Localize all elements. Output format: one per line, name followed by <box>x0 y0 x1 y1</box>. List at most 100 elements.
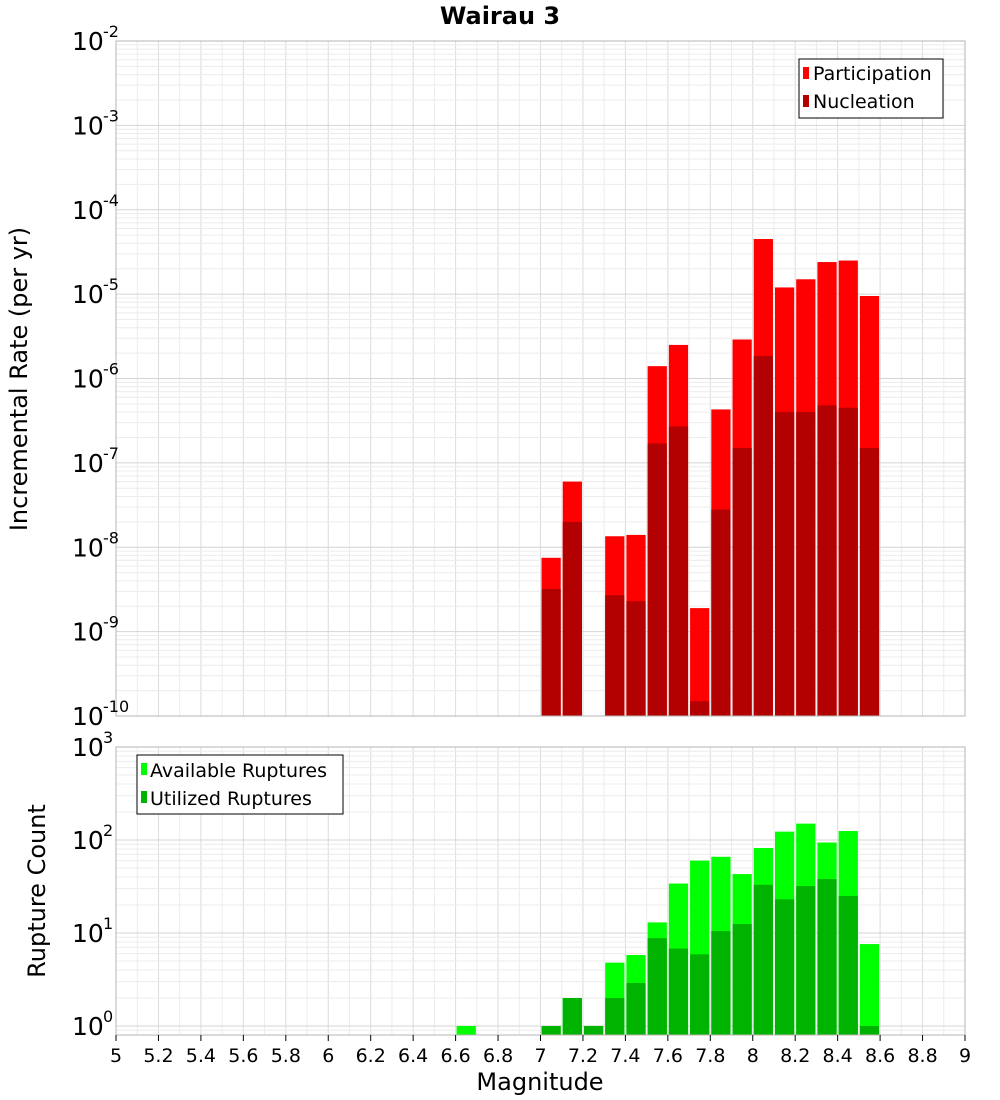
y-tick-exponent: 0 <box>103 1007 113 1026</box>
y-tick-exponent: -9 <box>103 613 119 632</box>
bar-nucleation <box>562 521 582 716</box>
x-tick-label: 7.6 <box>653 1045 683 1067</box>
x-tick-label: 5 <box>110 1045 122 1067</box>
legend-label-utilized: Utilized Ruptures <box>150 788 312 810</box>
y-tick-label: 10 <box>72 449 104 478</box>
bar-utilized-ruptures <box>796 886 816 1035</box>
x-tick-label: 7 <box>534 1045 546 1067</box>
legend-swatch-available <box>141 763 147 775</box>
x-tick-label: 7.8 <box>695 1045 725 1067</box>
bar-nucleation <box>859 448 880 716</box>
y-tick-label: 10 <box>72 1012 104 1041</box>
x-tick-label: 8 <box>747 1045 759 1067</box>
x-tick-label: 6 <box>322 1045 334 1067</box>
rupture-count-legend-box <box>136 754 344 815</box>
y-tick-exponent: 3 <box>103 728 113 747</box>
x-tick-label: 6.6 <box>440 1045 470 1067</box>
bar-utilized-ruptures <box>647 938 667 1035</box>
x-tick-label: 6.2 <box>356 1045 386 1067</box>
x-tick-label: 8.6 <box>865 1045 895 1067</box>
bar-utilized-ruptures <box>626 982 646 1035</box>
bar-utilized-ruptures <box>562 997 582 1035</box>
x-tick-label: 8.8 <box>907 1045 937 1067</box>
bar-utilized-ruptures <box>711 931 731 1035</box>
y-tick-label: 10 <box>72 733 104 762</box>
legend-swatch-nucleation <box>803 95 809 107</box>
bar-utilized-ruptures <box>541 1025 561 1035</box>
x-tick-label: 7.4 <box>610 1045 640 1067</box>
y-tick-exponent: -10 <box>103 697 129 716</box>
participation-plot-border <box>115 40 966 717</box>
bar-utilized-ruptures <box>859 1025 880 1035</box>
bar-utilized-ruptures <box>583 1025 604 1035</box>
bar-utilized-ruptures <box>668 948 689 1035</box>
bar-utilized-ruptures <box>838 895 858 1035</box>
y-tick-exponent: 1 <box>103 914 113 933</box>
y-tick-label: 10 <box>72 111 104 140</box>
bar-nucleation <box>647 443 667 716</box>
bar-nucleation <box>732 448 752 716</box>
bar-nucleation <box>541 589 561 716</box>
y-tick-exponent: -2 <box>103 22 119 41</box>
x-tick-label: 9 <box>959 1045 971 1067</box>
x-tick-label: 6.4 <box>398 1045 428 1067</box>
x-tick-label: 5.8 <box>271 1045 301 1067</box>
y-tick-label: 10 <box>72 826 104 855</box>
legend-swatch-participation <box>803 67 809 79</box>
legend-label-available: Available Ruptures <box>150 760 327 782</box>
chart-title: Wairau 3 <box>440 2 560 30</box>
x-tick-label: 5.2 <box>143 1045 173 1067</box>
y-tick-label: 10 <box>72 702 104 731</box>
y-tick-label: 10 <box>72 919 104 948</box>
x-tick-label: 8.2 <box>780 1045 810 1067</box>
bar-utilized-ruptures <box>732 923 752 1035</box>
y-tick-exponent: -4 <box>103 191 119 210</box>
participation-legend-box <box>798 58 944 119</box>
bar-utilized-ruptures <box>753 884 773 1035</box>
y-tick-label: 10 <box>72 618 104 647</box>
participation-panel: 10-210-310-410-510-610-710-810-910-10 In… <box>5 22 966 731</box>
bar-nucleation <box>668 426 689 716</box>
y-tick-exponent: -8 <box>103 528 119 547</box>
bar-available-ruptures <box>456 1025 476 1035</box>
y-tick-exponent: -5 <box>103 275 119 294</box>
y-tick-label: 10 <box>72 196 104 225</box>
y-tick-exponent: -7 <box>103 444 119 463</box>
y-tick-label: 10 <box>72 280 104 309</box>
bar-nucleation <box>605 595 625 716</box>
x-tick-label: 5.6 <box>228 1045 258 1067</box>
rupture-count-legend: Available Ruptures Utilized Ruptures <box>136 754 344 815</box>
bar-utilized-ruptures <box>774 899 795 1035</box>
legend-label-nucleation: Nucleation <box>813 91 915 113</box>
bar-nucleation <box>774 412 795 716</box>
bar-nucleation <box>711 509 731 716</box>
y-tick-label: 10 <box>72 533 104 562</box>
bar-nucleation <box>626 601 646 716</box>
rupture-count-y-axis-label: Rupture Count <box>23 804 51 978</box>
legend-label-participation: Participation <box>813 63 932 85</box>
participation-y-ticks: 10-210-310-410-510-610-710-810-910-10 <box>72 22 129 731</box>
y-tick-exponent: -3 <box>103 106 119 125</box>
participation-legend: Participation Nucleation <box>798 58 944 119</box>
participation-bars <box>541 239 880 716</box>
bar-nucleation <box>817 405 837 716</box>
x-tick-label: 5.4 <box>186 1045 216 1067</box>
bar-nucleation <box>753 355 773 716</box>
y-tick-label: 10 <box>72 27 104 56</box>
bar-utilized-ruptures <box>817 879 837 1035</box>
bar-utilized-ruptures <box>690 954 710 1035</box>
y-tick-exponent: 2 <box>103 821 113 840</box>
bar-available-ruptures <box>859 944 880 1035</box>
legend-swatch-utilized <box>141 791 147 803</box>
participation-grid <box>116 41 965 716</box>
bar-nucleation <box>838 407 858 716</box>
x-axis-label: Magnitude <box>476 1068 603 1096</box>
x-axis-ticks: 5 5.2 5.4 5.6 5.8 6 6.2 6.4 6.6 6.8 7 7.2 7.4 7.6 7.8 8… <box>110 1035 971 1067</box>
x-tick-label: 8.4 <box>823 1045 853 1067</box>
y-tick-exponent: -6 <box>103 360 119 379</box>
bar-nucleation <box>690 701 710 716</box>
rupture-count-bars <box>456 823 880 1035</box>
